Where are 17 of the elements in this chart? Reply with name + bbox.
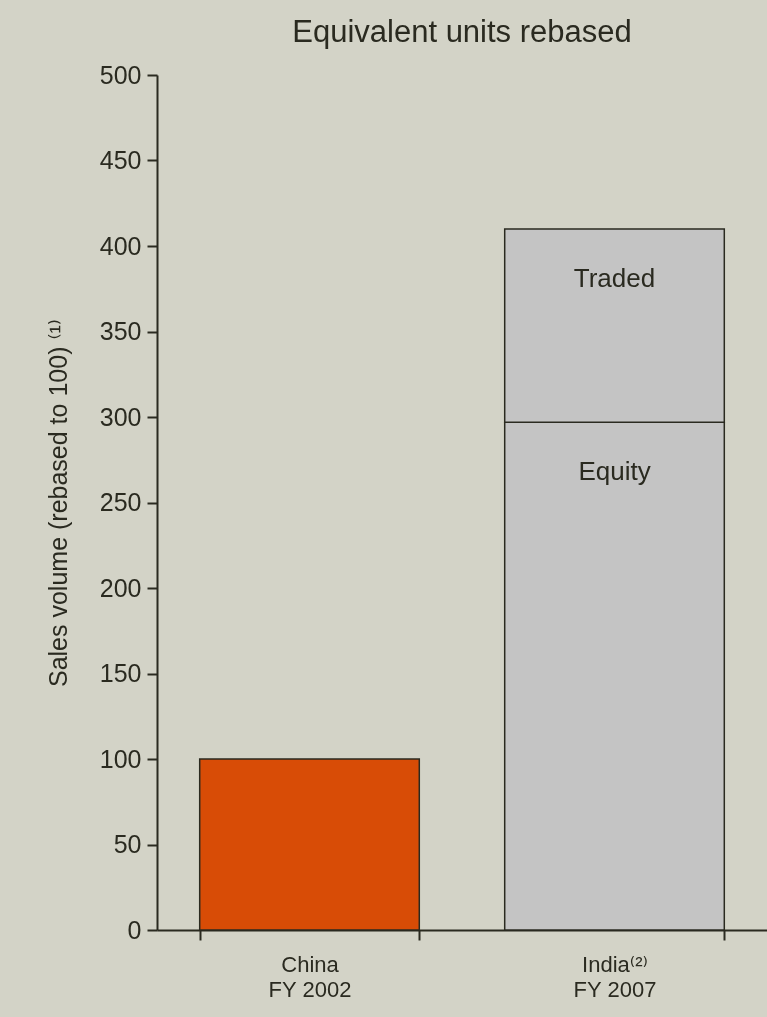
chart-title: Equivalent units rebased: [292, 14, 632, 49]
y-tick-label: 450: [99, 146, 142, 174]
y-tick-label: 350: [99, 317, 142, 345]
series-label: Traded: [573, 262, 656, 293]
series-label: Equity: [578, 456, 651, 487]
y-tick-label: 200: [99, 573, 142, 602]
y-axis-title: Sales volume (rebased to 100) ⁽¹⁾: [43, 318, 72, 688]
x-tick-label: China FY 2002: [268, 951, 352, 1002]
y-tick-label: 100: [99, 744, 142, 773]
y-tick-label: 250: [99, 488, 142, 516]
y-tick-label: 500: [99, 60, 142, 89]
x-tick-label: India⁽²⁾ FY 2007: [573, 951, 657, 1002]
y-tick-label: 400: [99, 231, 142, 260]
y-tick-label: 50: [113, 830, 142, 858]
y-tick-label: 150: [99, 659, 142, 687]
y-tick-label: 300: [99, 402, 142, 431]
y-tick-label: 0: [127, 915, 142, 944]
